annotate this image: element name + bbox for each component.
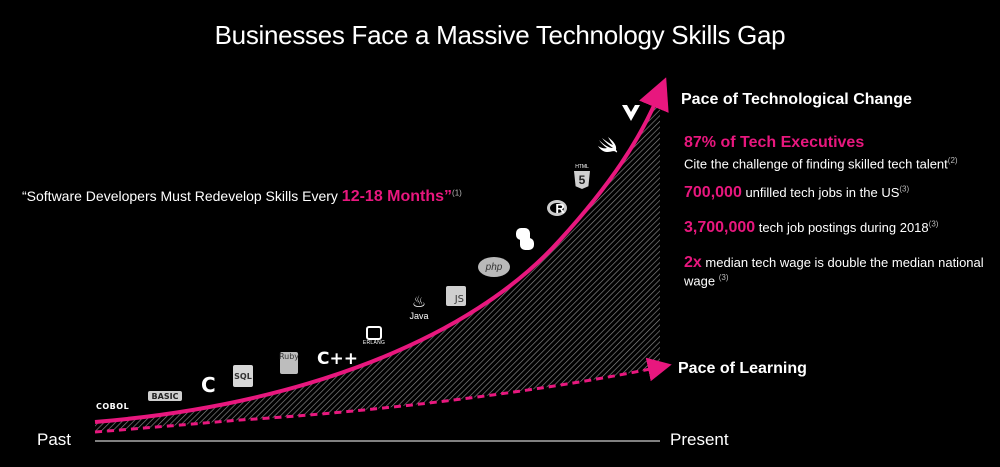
php-icon: php [478, 257, 510, 277]
stat-executives-text: Cite the challenge of finding skilled te… [684, 156, 948, 172]
erlang-label: ERLANG [362, 340, 386, 346]
r-letter: R [555, 200, 565, 216]
sql-icon: SQL [233, 365, 253, 387]
html5-label: HTML [575, 164, 589, 170]
stat-job-postings-footnote: (3) [928, 219, 939, 229]
skills-gap-area [95, 92, 660, 432]
stat-wage: 2x median tech wage is double the median… [684, 253, 984, 291]
c-language-icon: C [201, 373, 216, 397]
stats-list: 87% of Tech Executives Cite the challeng… [684, 133, 984, 299]
python-top-half [516, 228, 530, 240]
stat-unfilled-jobs-text: unfilled tech jobs in the US [741, 185, 900, 201]
java-icon: ♨ Java [406, 294, 432, 322]
cpp-icon: C++ [317, 349, 358, 369]
stat-unfilled-jobs-footnote: (3) [899, 184, 910, 194]
quote-suffix: ” [444, 188, 453, 205]
swift-icon [597, 136, 619, 154]
stat-unfilled-jobs-value: 700,000 [684, 184, 742, 202]
quote-prefix: “Software Developers Must Redevelop Skil… [22, 188, 342, 204]
page-title: Businesses Face a Massive Technology Ski… [214, 20, 786, 50]
basic-logo-icon: BASIC [148, 391, 182, 401]
erlang-logo-mark [366, 326, 382, 340]
vue-v-shape [622, 105, 640, 121]
stat-wage-footnote: (3) [718, 273, 729, 283]
quote-highlight: 12-18 Months [341, 188, 445, 205]
java-cup-icon: ♨ [411, 294, 427, 311]
stat-job-postings-value: 3,700,000 [684, 218, 756, 236]
python-icon [514, 228, 536, 250]
stat-executives-headline: 87% of Tech Executives [684, 134, 865, 151]
learning-label: Pace of Learning [678, 360, 807, 377]
learning-curve [94, 357, 672, 434]
stat-job-postings-text: tech job postings during 2018 [755, 219, 929, 235]
stat-wage-value: 2x [684, 253, 702, 271]
ruby-icon: Ruby [279, 352, 299, 374]
erlang-icon: ERLANG [362, 326, 386, 346]
technological-change-label: Pace of Technological Change [681, 91, 912, 108]
r-language-icon: R [547, 200, 567, 216]
axis-label-past: Past [37, 430, 72, 449]
stat-wage-text: median tech wage is double the median na… [684, 254, 984, 289]
stat-executives-footnote: (2) [947, 155, 958, 165]
axis-label-present: Present [670, 430, 729, 449]
stat-job-postings: 3,700,000 tech job postings during 2018(… [684, 218, 984, 239]
vue-icon [622, 105, 640, 121]
cobol-logo-icon: COBOL [96, 402, 130, 411]
python-bottom-half [520, 238, 534, 250]
html5-icon: HTML 5 [572, 164, 592, 189]
stat-executives: 87% of Tech Executives Cite the challeng… [684, 133, 984, 173]
developer-quote: “Software Developers Must Redevelop Skil… [22, 188, 462, 206]
javascript-icon: JS [446, 286, 466, 306]
html5-shield: 5 [574, 171, 590, 189]
technological-change-curve [94, 77, 669, 424]
swift-bird-shape [598, 137, 618, 153]
quote-footnote: (1) [452, 188, 462, 198]
stat-unfilled-jobs: 700,000 unfilled tech jobs in the US(3) [684, 183, 984, 204]
java-label: Java [409, 311, 429, 321]
